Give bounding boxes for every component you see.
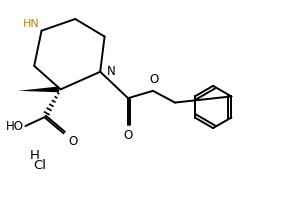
Text: O: O xyxy=(124,129,133,142)
Text: N: N xyxy=(107,65,116,78)
Text: H: H xyxy=(29,149,39,162)
Text: O: O xyxy=(68,135,77,148)
Text: HN: HN xyxy=(23,19,40,29)
Text: HO: HO xyxy=(6,119,24,133)
Text: Cl: Cl xyxy=(34,159,47,172)
Text: O: O xyxy=(150,73,159,85)
Polygon shape xyxy=(18,87,59,92)
